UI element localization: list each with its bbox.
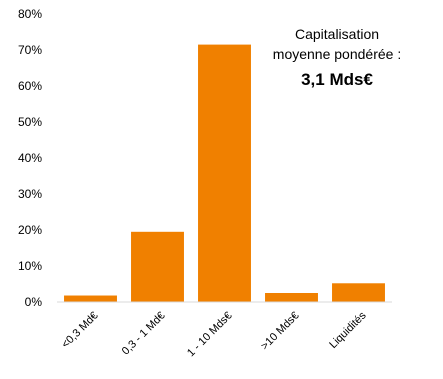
x-category-label: >10 Mds€	[259, 310, 302, 353]
annotation-line-1: Capitalisation	[294, 26, 380, 42]
bar	[64, 295, 117, 302]
y-tick-label: 20%	[18, 223, 42, 237]
annotation-value: 3,1 Mds€	[301, 70, 373, 89]
bar	[332, 283, 385, 302]
y-tick-label: 80%	[18, 7, 42, 21]
x-category-label: Liquidités	[327, 309, 369, 351]
y-tick-label: 10%	[18, 259, 42, 273]
x-category-label: 1 - 10 Mds€	[185, 310, 235, 360]
x-category-label: 0,3 - 1 Md€	[120, 310, 168, 358]
y-tick-label: 40%	[18, 151, 42, 165]
y-tick-label: 0%	[25, 295, 43, 309]
y-tick-label: 30%	[18, 187, 42, 201]
weighted-cap-annotation: Capitalisation moyenne pondérée : 3,1 Md…	[237, 24, 437, 90]
annotation-line-2: moyenne pondérée :	[272, 46, 402, 62]
y-tick-label: 50%	[18, 115, 42, 129]
x-axis-labels: <0,3 Md€ 0,3 - 1 Md€ 1 - 10 Mds€ >10 Mds€ Li…	[59, 309, 368, 359]
bar	[131, 231, 184, 302]
bar	[265, 293, 318, 302]
y-tick-label: 60%	[18, 79, 42, 93]
y-axis-ticks: 0% 10% 20% 30% 40% 50% 60% 70% 80%	[18, 7, 42, 309]
bars	[64, 44, 385, 302]
x-category-label: <0,3 Md€	[59, 310, 100, 351]
bar	[198, 44, 251, 302]
y-tick-label: 70%	[18, 43, 42, 57]
